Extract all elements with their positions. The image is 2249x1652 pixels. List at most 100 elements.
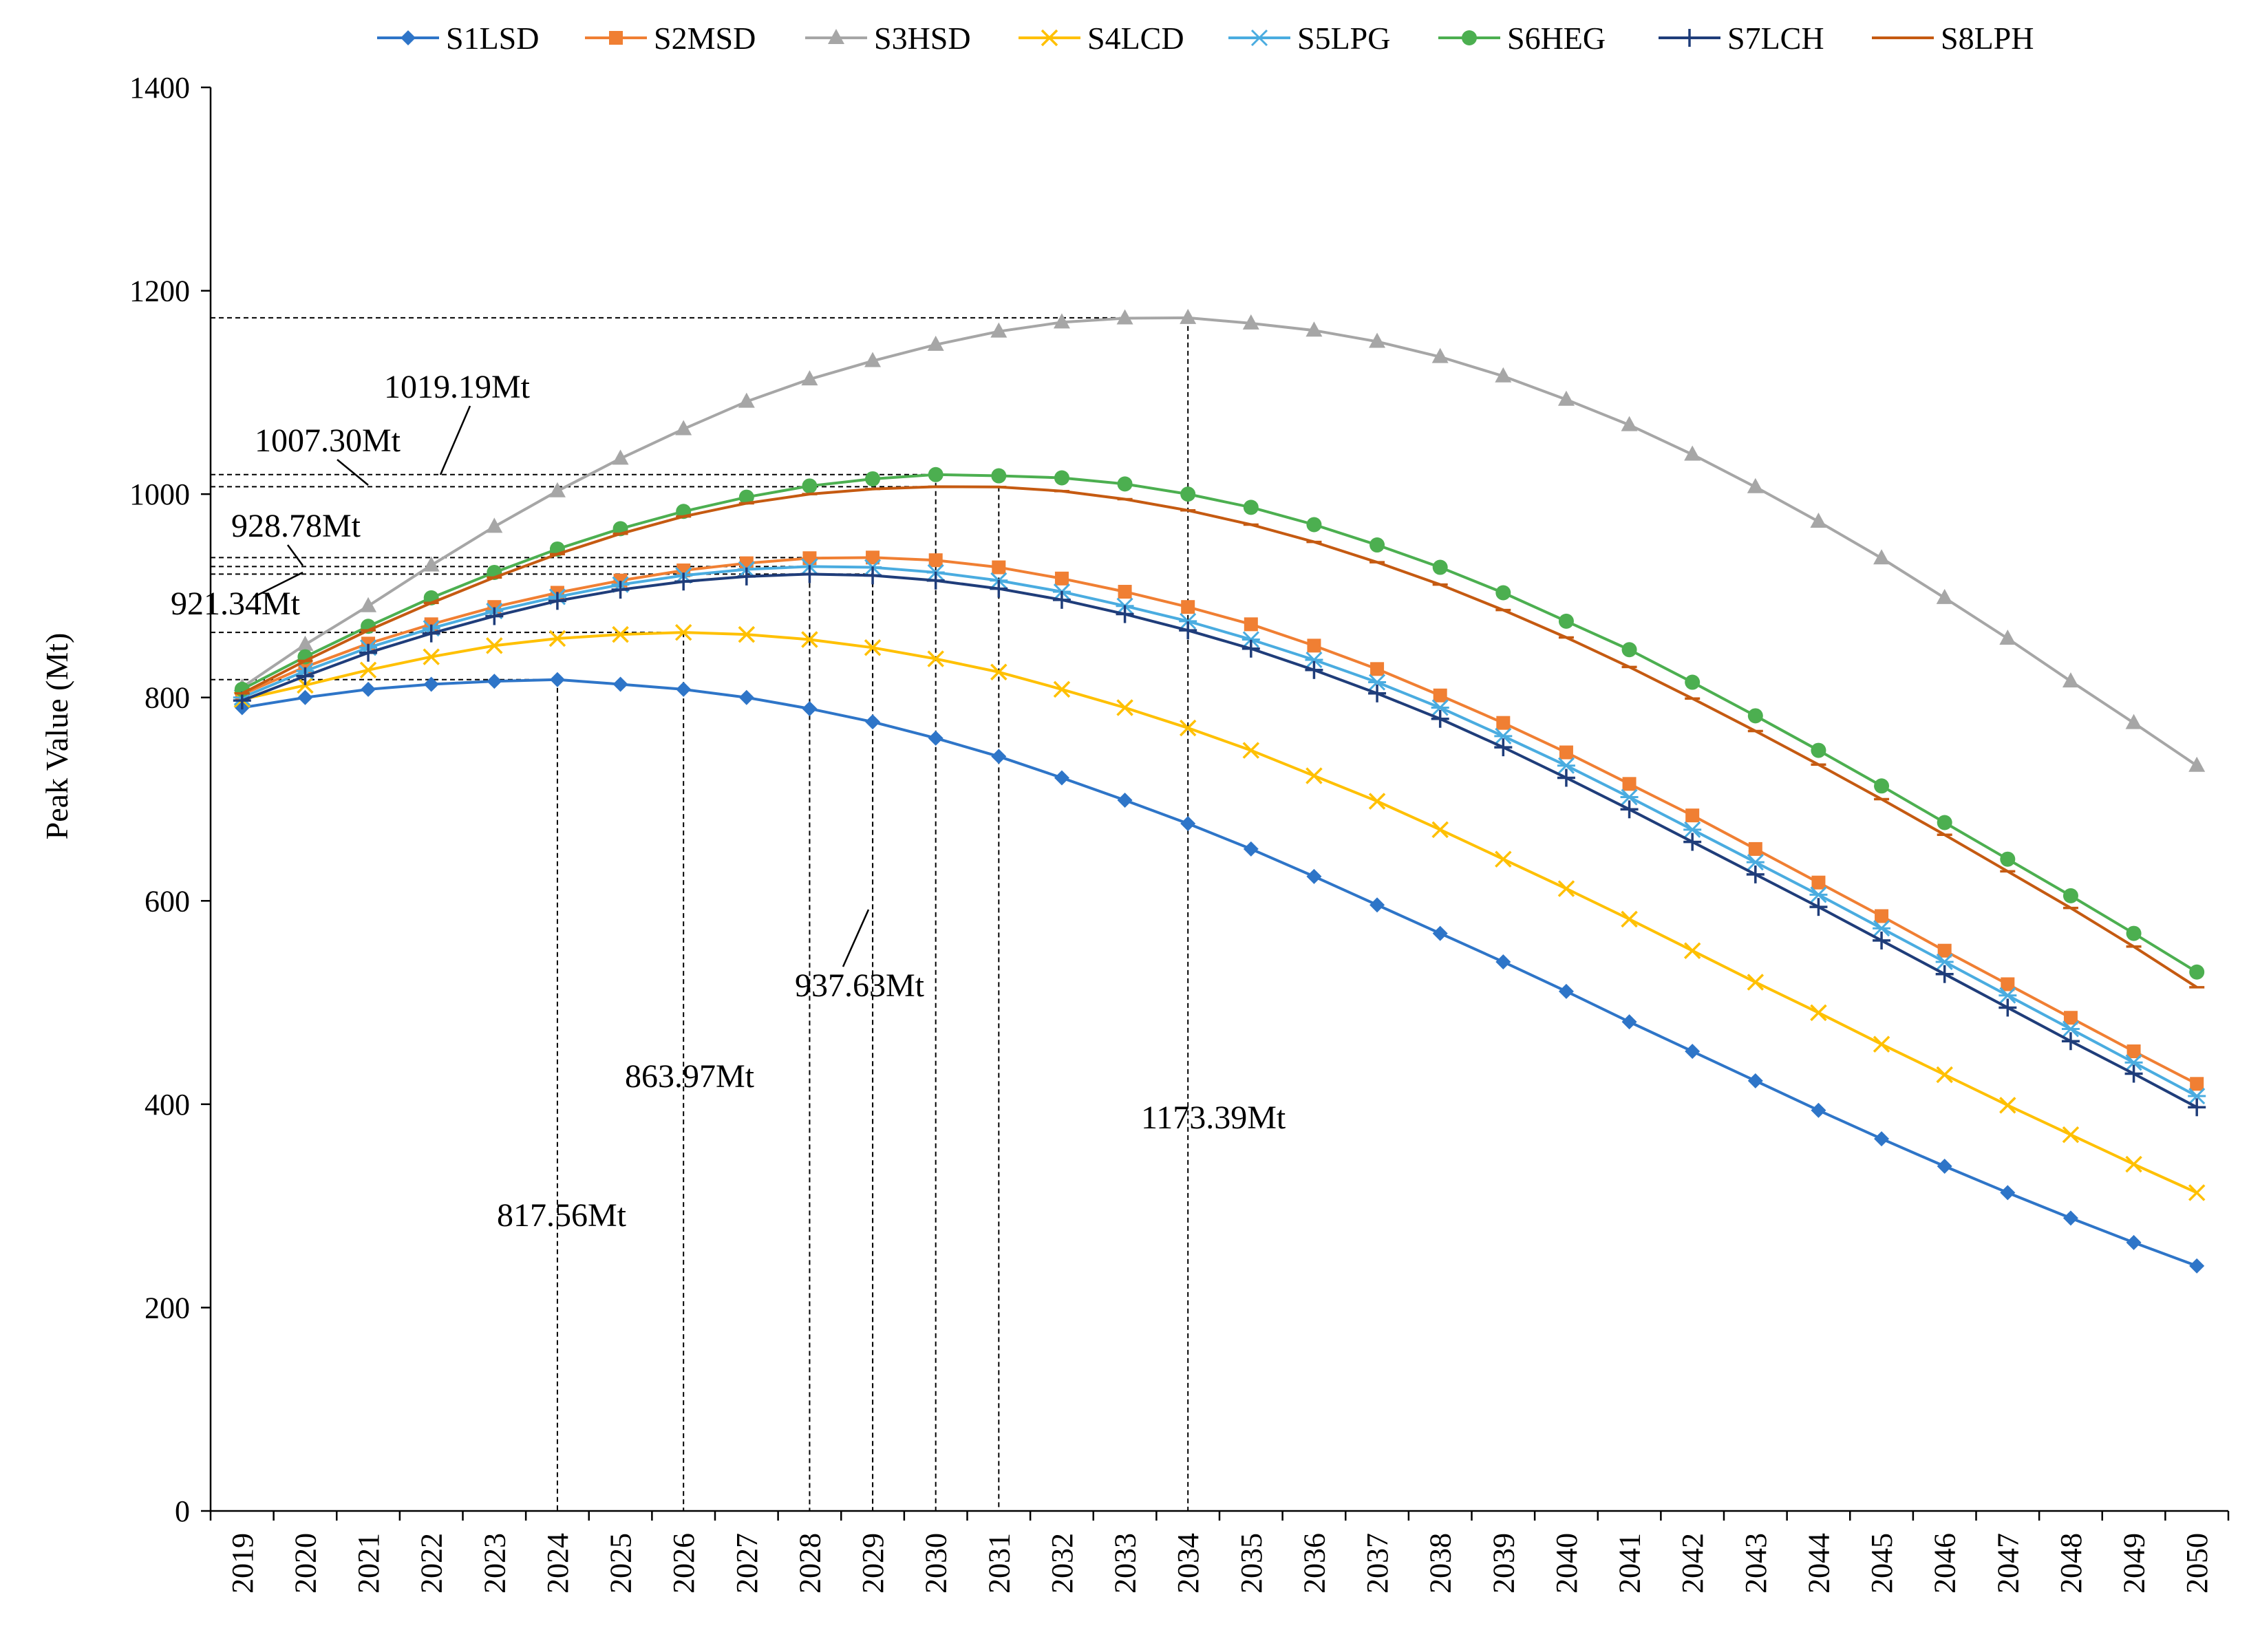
x-tick-label: 2050 bbox=[2180, 1533, 2214, 1594]
data-point bbox=[738, 392, 755, 408]
data-point bbox=[992, 560, 1006, 575]
data-point bbox=[1684, 445, 1701, 461]
legend-item-S3HSD: S3HSD bbox=[805, 21, 971, 56]
data-point bbox=[1179, 719, 1197, 737]
x-tick-label: 2042 bbox=[1676, 1533, 1709, 1594]
data-point bbox=[1432, 925, 1448, 941]
data-point bbox=[1054, 470, 1069, 486]
data-point bbox=[1809, 898, 1828, 916]
x-tick-label: 2028 bbox=[793, 1533, 827, 1594]
data-point bbox=[1244, 617, 1258, 632]
data-point bbox=[1683, 821, 1702, 838]
data-point bbox=[801, 370, 818, 386]
data-point bbox=[1810, 1004, 1827, 1022]
peak-label-S8LPH: 1007.30Mt bbox=[255, 422, 401, 459]
x-tick-label: 2030 bbox=[919, 1533, 953, 1594]
data-point bbox=[1431, 709, 1449, 728]
x-tick-label: 2035 bbox=[1235, 1533, 1268, 1594]
data-point bbox=[1809, 886, 1828, 903]
x-tick-label: 2019 bbox=[226, 1533, 259, 1594]
data-point bbox=[1431, 821, 1449, 839]
series-line bbox=[242, 572, 2198, 1109]
data-point bbox=[738, 489, 754, 505]
x-tick-label: 2026 bbox=[667, 1533, 701, 1594]
series-S8LPH bbox=[234, 485, 2205, 989]
data-point bbox=[1998, 998, 2017, 1017]
data-point bbox=[2063, 888, 2078, 903]
data-point bbox=[1494, 727, 1513, 744]
series-line bbox=[242, 565, 2198, 1097]
data-point bbox=[1179, 612, 1197, 630]
data-point bbox=[1621, 642, 1637, 658]
data-point bbox=[1495, 954, 1511, 969]
data-point bbox=[1811, 1102, 1826, 1118]
data-point bbox=[1305, 661, 1323, 679]
data-point bbox=[361, 681, 376, 697]
data-point bbox=[1620, 800, 1639, 819]
data-point bbox=[1368, 793, 1386, 810]
data-point bbox=[297, 689, 313, 705]
data-point bbox=[1874, 1131, 1890, 1147]
series-line bbox=[241, 485, 2198, 989]
legend-label: S4LCD bbox=[1087, 21, 1184, 56]
x-tick-label: 2025 bbox=[604, 1533, 638, 1594]
annotation-leader bbox=[439, 405, 471, 475]
x-tick-label: 2048 bbox=[2054, 1533, 2088, 1594]
x-tick-label: 2034 bbox=[1171, 1533, 1205, 1594]
data-point bbox=[1052, 590, 1071, 609]
legend-label: S8LPH bbox=[1941, 21, 2034, 56]
legend-item-S6HEG: S6HEG bbox=[1438, 21, 1606, 56]
x-tick-label: 2040 bbox=[1550, 1533, 1584, 1594]
data-point bbox=[2189, 1258, 2205, 1274]
data-point bbox=[738, 625, 756, 643]
data-point bbox=[1242, 742, 1260, 759]
data-point bbox=[2188, 1098, 2206, 1117]
data-point bbox=[1937, 1159, 1952, 1174]
data-point bbox=[611, 581, 630, 599]
data-point bbox=[2061, 1020, 2080, 1038]
data-point bbox=[1041, 29, 1058, 47]
data-point bbox=[1241, 631, 1260, 648]
data-point bbox=[2189, 964, 2205, 980]
data-point bbox=[1747, 478, 1764, 493]
data-point bbox=[1935, 953, 1954, 971]
data-point bbox=[1811, 875, 1826, 890]
peak-label-S3HSD: 1173.39Mt bbox=[1141, 1099, 1286, 1136]
data-point bbox=[612, 449, 629, 465]
y-tick-label: 400 bbox=[145, 1088, 190, 1122]
data-point bbox=[296, 667, 315, 685]
data-point bbox=[1810, 513, 1827, 528]
data-point bbox=[1368, 674, 1387, 691]
x-tick-label: 2045 bbox=[1865, 1533, 1899, 1594]
data-point bbox=[1746, 854, 1765, 871]
data-point bbox=[865, 471, 881, 486]
series-line bbox=[241, 473, 2198, 974]
data-point bbox=[2190, 1077, 2204, 1091]
data-point bbox=[866, 550, 880, 565]
data-point bbox=[926, 571, 945, 590]
data-point bbox=[1432, 559, 1448, 575]
data-point bbox=[676, 681, 692, 697]
data-point bbox=[828, 29, 844, 44]
series-line bbox=[242, 631, 2198, 1194]
data-point bbox=[1559, 745, 1573, 760]
series-S2MSD bbox=[235, 550, 2204, 1091]
data-point bbox=[1681, 29, 1698, 47]
data-point bbox=[2000, 1185, 2016, 1201]
data-point bbox=[1433, 688, 1447, 702]
data-point bbox=[1118, 585, 1132, 599]
data-point bbox=[1496, 716, 1511, 730]
data-point bbox=[1936, 1066, 1953, 1084]
data-point bbox=[1117, 792, 1133, 808]
data-point bbox=[1620, 789, 1639, 806]
annotation-leader bbox=[337, 459, 369, 486]
data-point bbox=[865, 714, 881, 730]
data-point bbox=[1431, 699, 1449, 716]
x-tick-label: 2032 bbox=[1045, 1533, 1079, 1594]
data-point bbox=[1998, 987, 2017, 1004]
data-point bbox=[486, 637, 503, 654]
data-point bbox=[674, 623, 692, 641]
data-point bbox=[1747, 974, 1765, 991]
data-point bbox=[2188, 1087, 2206, 1105]
